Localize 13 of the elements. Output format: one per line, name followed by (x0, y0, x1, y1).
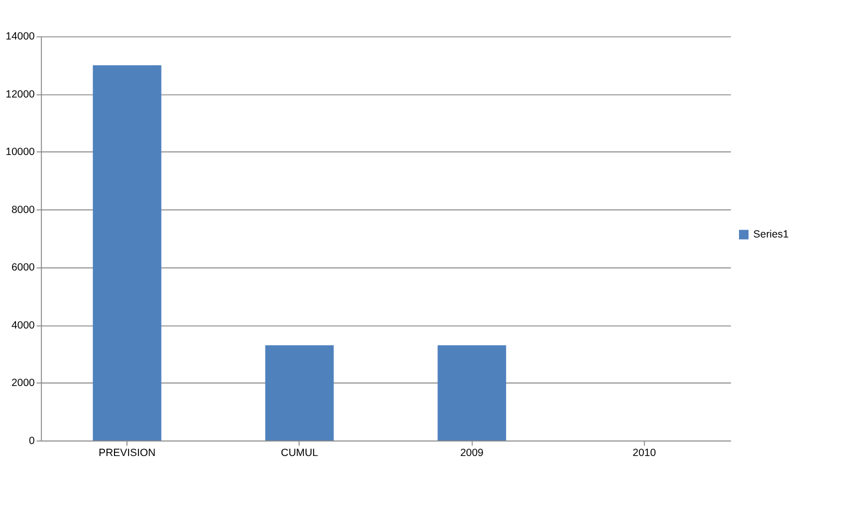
x-tick-label: 2010 (632, 448, 656, 460)
y-tick-label: 6000 (11, 262, 35, 274)
y-tick-label: 0 (28, 436, 35, 447)
legend-label: Series1 (753, 229, 789, 240)
y-tick-label: 10000 (6, 147, 35, 158)
x-tick-label: CUMUL (280, 448, 318, 460)
x-tick-label: PREVISION (98, 448, 156, 460)
x-tick-label: 2009 (460, 448, 484, 460)
y-tick-label: 2000 (11, 378, 35, 390)
y-tick-label: 12000 (6, 89, 35, 100)
y-tick-label: 4000 (11, 320, 35, 332)
y-tick-label: 8000 (11, 204, 35, 216)
y-tick-label: 14000 (6, 32, 35, 43)
